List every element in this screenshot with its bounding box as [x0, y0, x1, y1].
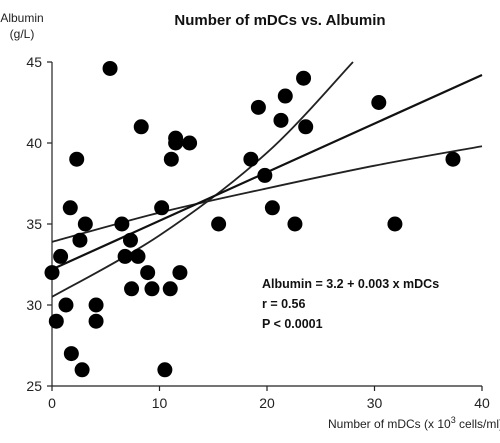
data-point: [144, 281, 160, 297]
data-point: [257, 167, 273, 183]
x-axis-label: Number of mDCs (x 103 cells/ml): [328, 415, 500, 431]
data-point: [168, 130, 184, 146]
data-point: [48, 313, 64, 329]
data-point: [117, 248, 133, 264]
x-axis-label-suffix: cells/ml): [456, 417, 500, 431]
x-axis-label-prefix: Number of mDCs (x 10: [328, 417, 451, 431]
data-point: [133, 119, 149, 135]
y-tick-label: 30: [26, 297, 42, 313]
data-point: [62, 200, 78, 216]
data-point: [296, 70, 312, 86]
x-axis-label-sup: 3: [451, 415, 456, 425]
data-point: [44, 265, 60, 281]
chart-title: Number of mDCs vs. Albumin: [174, 12, 385, 29]
y-tick-label: 25: [26, 378, 42, 394]
x-tick-label: 0: [48, 395, 56, 411]
data-point: [88, 313, 104, 329]
equation-annotation: Albumin = 3.2 + 0.003 x mDCs: [262, 277, 439, 291]
p-annotation: P < 0.0001: [262, 317, 323, 331]
data-point: [273, 112, 289, 128]
data-points: [44, 60, 461, 378]
data-point: [74, 362, 90, 378]
data-point: [58, 297, 74, 313]
data-point: [122, 232, 138, 248]
data-point: [387, 216, 403, 232]
x-tick-label: 30: [367, 395, 383, 411]
data-point: [162, 281, 178, 297]
data-point: [163, 151, 179, 167]
y-tick-label: 45: [26, 54, 42, 70]
y-tick-label: 35: [26, 216, 42, 232]
x-tick-label: 20: [259, 395, 275, 411]
data-point: [77, 216, 93, 232]
data-point: [130, 248, 146, 264]
data-point: [211, 216, 227, 232]
data-point: [371, 95, 387, 110]
data-point: [154, 200, 170, 216]
data-point: [63, 346, 79, 362]
data-point: [250, 99, 266, 115]
data-point: [172, 265, 188, 281]
y-axis-label-line2: (g/L): [10, 27, 35, 41]
x-tick-label: 10: [152, 395, 168, 411]
data-point: [298, 119, 314, 135]
axes: 25 30 35 40 45 0 10 20 30 40: [26, 54, 490, 411]
data-point: [264, 200, 280, 216]
data-point: [182, 135, 198, 151]
data-point: [53, 248, 69, 264]
data-point: [243, 151, 259, 167]
y-tick-label: 40: [26, 135, 42, 151]
data-point: [124, 281, 140, 297]
data-point: [114, 216, 130, 232]
data-point: [277, 88, 293, 104]
data-point: [157, 362, 173, 378]
data-point: [69, 151, 85, 167]
data-point: [72, 232, 88, 248]
data-point: [140, 265, 156, 281]
x-tick-label: 40: [474, 395, 490, 411]
data-point: [102, 60, 118, 76]
data-point: [287, 216, 303, 232]
y-axis-label-line1: Albumin: [0, 11, 43, 25]
data-point: [88, 297, 104, 313]
data-point: [445, 151, 461, 167]
r-annotation: r = 0.56: [262, 297, 305, 311]
